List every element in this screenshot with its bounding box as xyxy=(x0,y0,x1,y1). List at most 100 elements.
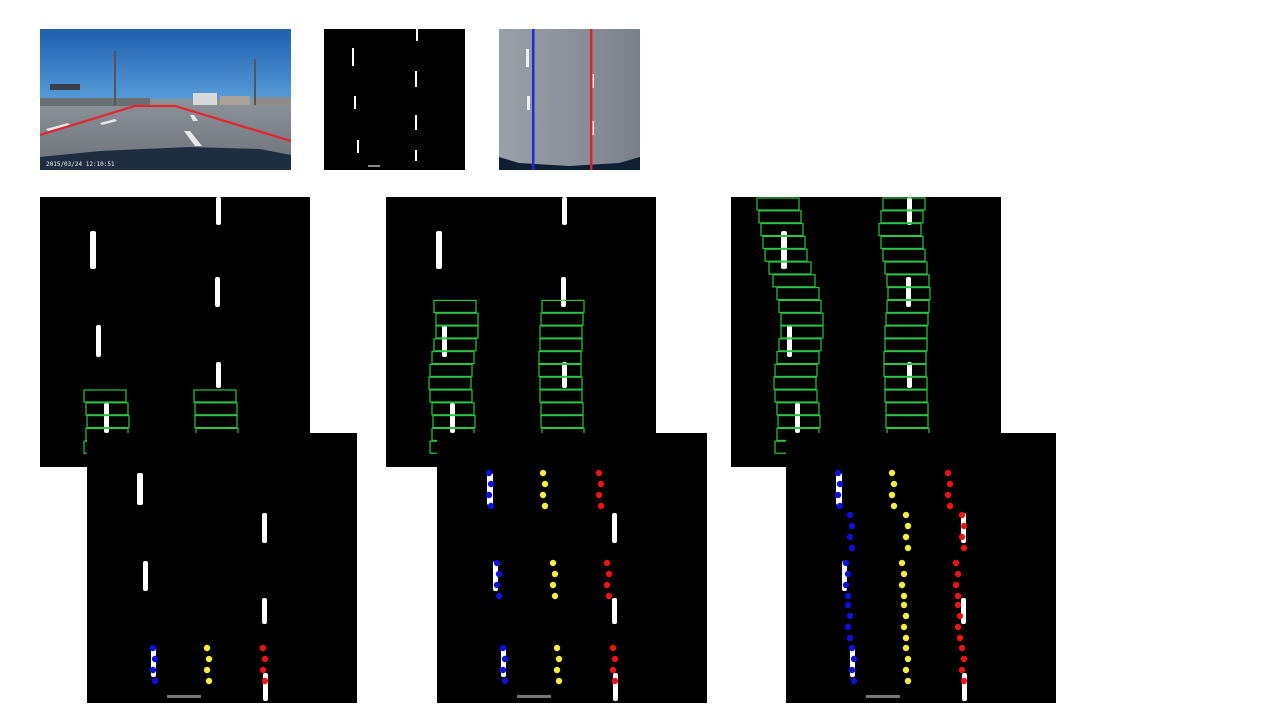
right-lane-point xyxy=(597,480,605,488)
mask-noise xyxy=(368,165,380,167)
lane-mask-blob xyxy=(90,231,96,269)
building xyxy=(254,97,291,105)
lane-mask-blob xyxy=(836,473,842,505)
center-lane-point xyxy=(203,666,211,674)
left-lane-point xyxy=(485,491,493,499)
right-lane-point xyxy=(960,677,968,685)
left-lane-point xyxy=(149,666,157,674)
mask-noise xyxy=(517,695,551,698)
center-lane-point xyxy=(549,559,557,567)
left-search-window xyxy=(432,415,476,429)
birdseye-view xyxy=(499,29,640,170)
right-lane-point xyxy=(944,469,952,477)
right-lane-point xyxy=(946,502,954,510)
lane-points-panel xyxy=(786,433,1056,703)
right-lane-point xyxy=(603,581,611,589)
right-search-window xyxy=(885,415,929,429)
right-search-window xyxy=(883,351,927,365)
right-lane-point xyxy=(954,570,962,578)
right-search-window xyxy=(887,286,931,301)
right-lane-point xyxy=(259,666,267,674)
center-lane-point xyxy=(890,480,898,488)
lane-mask-blob xyxy=(263,673,268,701)
left-search-window xyxy=(435,312,479,326)
right-lane-point xyxy=(958,533,966,541)
left-search-window xyxy=(762,235,806,250)
right-search-window xyxy=(886,299,930,314)
right-search-window xyxy=(883,363,927,377)
left-search-window xyxy=(774,389,818,403)
sliding-window-panel xyxy=(386,197,656,467)
left-search-window xyxy=(83,389,127,403)
left-search-window xyxy=(433,299,477,314)
right-lane-point xyxy=(958,666,966,674)
right-search-window xyxy=(884,325,928,339)
lane-mask-blob xyxy=(787,325,792,357)
right-lane-point xyxy=(952,581,960,589)
left-lane-line xyxy=(532,29,535,170)
sliding-window-panel xyxy=(731,197,1001,467)
center-lane-point xyxy=(904,522,912,530)
lane-mask-blob xyxy=(143,561,148,591)
left-lane-point xyxy=(850,677,858,685)
left-lane-point xyxy=(493,559,501,567)
left-search-window xyxy=(776,402,820,416)
sign-pole xyxy=(254,59,256,105)
right-search-window xyxy=(884,376,928,390)
lane-mask-blob xyxy=(562,197,567,225)
left-search-window xyxy=(778,338,822,352)
left-search-window xyxy=(778,299,822,314)
right-search-window xyxy=(882,248,926,262)
right-lane-point xyxy=(954,601,962,609)
lane-mask-blob xyxy=(562,362,567,388)
center-lane-point xyxy=(203,644,211,652)
right-lane-point xyxy=(261,655,269,663)
left-lane-point xyxy=(495,570,503,578)
center-lane-point xyxy=(902,533,910,541)
center-lane-point xyxy=(541,502,549,510)
left-search-window xyxy=(777,415,821,429)
right-lane-point xyxy=(960,522,968,530)
center-lane-point xyxy=(904,655,912,663)
center-lane-point xyxy=(902,666,910,674)
right-lane-point xyxy=(954,592,962,600)
right-lane-point xyxy=(261,677,269,685)
lane-mask-blob xyxy=(612,513,617,543)
left-lane-point xyxy=(151,655,159,663)
center-lane-point xyxy=(902,511,910,519)
right-search-window xyxy=(539,389,583,403)
left-lane-point xyxy=(846,612,854,620)
right-search-window xyxy=(540,402,584,416)
right-search-window xyxy=(539,325,583,339)
right-lane-point xyxy=(595,491,603,499)
lane-mask-blob xyxy=(137,473,143,505)
center-lane-point xyxy=(555,655,563,663)
left-lane-point xyxy=(836,502,844,510)
lane-mask-blob xyxy=(487,473,493,505)
right-lane-point xyxy=(960,655,968,663)
center-lane-point xyxy=(900,623,908,631)
lane-mask-blob xyxy=(216,197,221,225)
guard-rail xyxy=(40,98,150,106)
left-search-window xyxy=(772,274,816,288)
center-lane-point xyxy=(904,544,912,552)
left-lane-point xyxy=(149,644,157,652)
left-lane-point xyxy=(848,644,856,652)
center-lane-point xyxy=(904,677,912,685)
lane-marking xyxy=(184,131,202,146)
left-lane-point xyxy=(487,480,495,488)
left-search-window xyxy=(780,325,824,339)
center-lane-point xyxy=(902,644,910,652)
left-lane-point xyxy=(844,592,852,600)
left-search-window xyxy=(86,415,130,429)
center-lane-point xyxy=(541,480,549,488)
lane-mask-blob xyxy=(436,231,442,269)
center-lane-point xyxy=(205,677,213,685)
left-lane-point xyxy=(493,581,501,589)
right-lane-point xyxy=(611,677,619,685)
left-search-window xyxy=(776,286,820,301)
right-search-window xyxy=(194,402,238,416)
lane-mask-blob xyxy=(442,325,447,357)
left-lane-point xyxy=(844,601,852,609)
lane-mask-blob xyxy=(612,598,617,624)
